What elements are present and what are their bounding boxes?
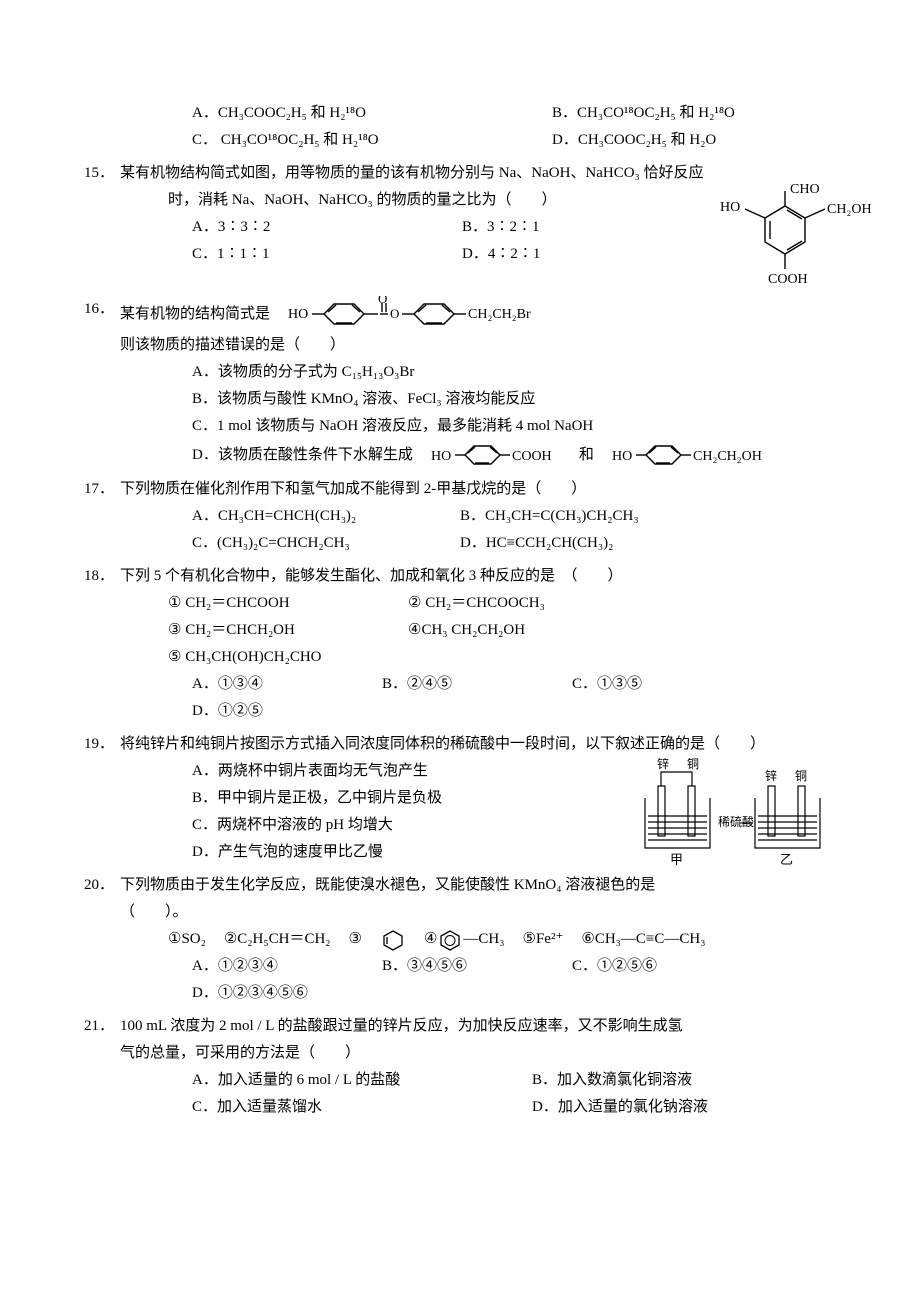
- q20-opt-a: A．①②③④: [192, 953, 382, 980]
- q15-molecule-icon: HO CHO CH₂OH COOH: [690, 181, 880, 291]
- q18-i2: ② CH₂＝CHCOOCH₃: [408, 590, 585, 617]
- q19-cu2: 铜: [795, 768, 807, 783]
- q16-o1: O: [378, 296, 387, 306]
- q16-stem-post: 则该物质的描述错误的是（ ）: [120, 332, 345, 359]
- q17-stem: 下列物质在催化剂作用下和氢气加成不能得到 2-甲基戊烷的是（ ）: [120, 476, 820, 503]
- q15-mol-ch2oh: CH₂OH: [827, 202, 872, 217]
- q16-opt-d-pre: D．该物质在酸性条件下水解生成: [192, 442, 413, 469]
- q19-zn1: 锌: [657, 758, 669, 771]
- q20-i6: ⑥CH₃—C≡C—CH₃: [581, 926, 705, 953]
- q18-i1: ① CH₂＝CHCOOH: [168, 590, 408, 617]
- q17-opt-a: A．CH₃CH=CHCH(CH₃)₂: [192, 503, 460, 530]
- q20: 20． 下列物质由于发生化学反应，既能使溴水褪色，又能使酸性 KMnO₄ 溶液褪…: [120, 872, 820, 1007]
- q19-jia: 甲: [670, 852, 683, 867]
- q17: 17． 下列物质在催化剂作用下和氢气加成不能得到 2-甲基戊烷的是（ ） A．C…: [120, 476, 820, 557]
- q16-chain: CH₂CH₂Br: [468, 307, 531, 322]
- q16-d-ho: HO: [431, 449, 451, 464]
- q14-opt-d: D．CH₃COOC₂H₅ 和 H₂O: [552, 127, 756, 154]
- q16-o2: O: [390, 306, 399, 321]
- q16-d-mol2-icon: HO CH₂CH₂OH: [612, 440, 782, 470]
- q20-i2: ②C₂H₅CH＝CH₂: [224, 926, 331, 953]
- q16-num: 16．: [84, 296, 114, 323]
- q18-opt-b: B．②④⑤: [382, 671, 572, 698]
- q15-opt-b: B．3∶2∶1: [462, 214, 580, 241]
- q19-figure-icon: 锌 铜 甲 锌 铜 乙 稀硫酸: [630, 758, 840, 868]
- q19-stem: 将纯锌片和纯铜片按图示方式插入同浓度同体积的稀硫酸中一段时间，以下叙述正确的是（…: [120, 731, 820, 758]
- q18-num: 18．: [84, 563, 114, 590]
- q15-opt-d: D．4∶2∶1: [462, 241, 580, 268]
- q21-stem1: 100 mL 浓度为 2 mol / L 的盐酸跟过量的锌片反应，为加快反应速率…: [120, 1013, 820, 1040]
- q15-mol-cooh: COOH: [768, 272, 808, 287]
- q18-i3: ③ CH₂＝CHCH₂OH: [168, 617, 408, 644]
- q20-cyclohexene-icon: [380, 928, 406, 952]
- q14-options: A．CH₃COOC₂H₅ 和 H₂¹⁸O B．CH₃CO¹⁸OC₂H₅ 和 H₂…: [120, 100, 820, 154]
- q19-yi: 乙: [780, 852, 793, 867]
- q17-opt-d: D．HC≡CCH₂CH(CH₃)₂: [460, 530, 641, 557]
- q21-num: 21．: [84, 1013, 114, 1040]
- q20-i1: ①SO₂: [168, 926, 206, 953]
- q16-d-cooh: COOH: [512, 449, 552, 464]
- q16-stem-pre: 某有机物的结构简式是: [120, 301, 270, 328]
- q20-i5: ⑤Fe²⁺: [523, 926, 564, 953]
- q18-opt-c: C．①③⑤: [572, 671, 762, 698]
- q15-stem2: 时，消耗 Na、NaOH、NaHCO₃ 的物质的量之比为（ ）: [168, 192, 557, 208]
- q18-i4: ④CH₃ CH₂CH₂OH: [408, 617, 648, 644]
- q16-opt-b: B．该物质与酸性 KMnO₄ 溶液、FeCl₃ 溶液均能反应: [120, 386, 820, 413]
- q20-stem: 下列物质由于发生化学反应，既能使溴水褪色，又能使酸性 KMnO₄ 溶液褪色的是: [120, 872, 820, 899]
- q21-opt-d: D．加入适量的氯化钠溶液: [532, 1094, 748, 1121]
- q18-stem: 下列 5 个有机化合物中，能够发生酯化、加成和氧化 3 种反应的是 （ ）: [120, 563, 820, 590]
- q21-opt-c: C．加入适量蒸馏水: [192, 1094, 532, 1121]
- q16-opt-c: C．1 mol 该物质与 NaOH 溶液反应，最多能消耗 4 mol NaOH: [120, 413, 820, 440]
- q20-i4-post: —CH₃: [463, 926, 504, 953]
- q16-molecule-icon: HO O O CH₂CH₂Br: [288, 296, 568, 332]
- q19-acid: 稀硫酸: [718, 814, 754, 829]
- q16-opt-a: A．该物质的分子式为 C₁₅H₁₃O₃Br: [120, 359, 820, 386]
- q15-num: 15．: [84, 160, 114, 187]
- q17-num: 17．: [84, 476, 114, 503]
- q20-benzene-icon: [437, 928, 463, 952]
- q20-opt-d: D．①②③④⑤⑥: [192, 980, 348, 1007]
- q15-opt-c: C．1∶1∶1: [192, 241, 462, 268]
- q19-cu1: 铜: [687, 758, 699, 771]
- q20-opt-b: B．③④⑤⑥: [382, 953, 572, 980]
- q19: 19． 将纯锌片和纯铜片按图示方式插入同浓度同体积的稀硫酸中一段时间，以下叙述正…: [120, 731, 820, 866]
- q21-stem2: 气的总量，可采用的方法是（ ）: [120, 1040, 820, 1067]
- q17-opt-b: B．CH₃CH=C(CH₃)CH₂CH₃: [460, 503, 667, 530]
- q15-opt-a: A．3∶3∶2: [192, 214, 462, 241]
- q20-opt-c: C．①②⑤⑥: [572, 953, 762, 980]
- q14-opt-b: B．CH₃CO¹⁸OC₂H₅ 和 H₂¹⁸O: [552, 100, 775, 127]
- q20-i3: ③: [349, 926, 362, 953]
- q21-opt-b: B．加入数滴氯化铜溶液: [532, 1067, 732, 1094]
- q19-zn2: 锌: [765, 769, 777, 783]
- q15: 15． 某有机物结构简式如图，用等物质的量的该有机物分别与 Na、NaOH、Na…: [120, 160, 820, 268]
- q18-opt-d: D．①②⑤: [192, 698, 303, 725]
- q20-num: 20．: [84, 872, 114, 899]
- q16-opt-d-mid: 和: [579, 442, 594, 469]
- q16-d-chain: CH₂CH₂OH: [693, 449, 762, 464]
- q18-opt-a: A．①③④: [192, 671, 382, 698]
- q15-mol-ho: HO: [720, 200, 740, 215]
- q16-d-ho2: HO: [612, 449, 632, 464]
- q17-opt-c: C．(CH₃)₂C=CHCH₂CH₃: [192, 530, 460, 557]
- q14-opt-a: A．CH₃COOC₂H₅ 和 H₂¹⁸O: [192, 100, 552, 127]
- q19-num: 19．: [84, 731, 114, 758]
- q18-i5: ⑤ CH₃CH(OH)CH₂CHO: [168, 644, 362, 671]
- q20-i4-pre: ④: [424, 926, 437, 953]
- q16: 16． 某有机物的结构简式是 HO O O: [120, 296, 820, 470]
- q15-mol-cho: CHO: [790, 182, 820, 197]
- q16-d-mol1-icon: HO COOH: [431, 440, 561, 470]
- q16-ho: HO: [288, 307, 308, 322]
- q18: 18． 下列 5 个有机化合物中，能够发生酯化、加成和氧化 3 种反应的是 （ …: [120, 563, 820, 725]
- q20-stem2: （ ）。: [120, 899, 820, 926]
- q21-opt-a: A．加入适量的 6 mol / L 的盐酸: [192, 1067, 532, 1094]
- q21: 21． 100 mL 浓度为 2 mol / L 的盐酸跟过量的锌片反应，为加快…: [120, 1013, 820, 1121]
- q14-opt-c: C． CH₃CO¹⁸OC₂H₅ 和 H₂¹⁸O: [192, 127, 552, 154]
